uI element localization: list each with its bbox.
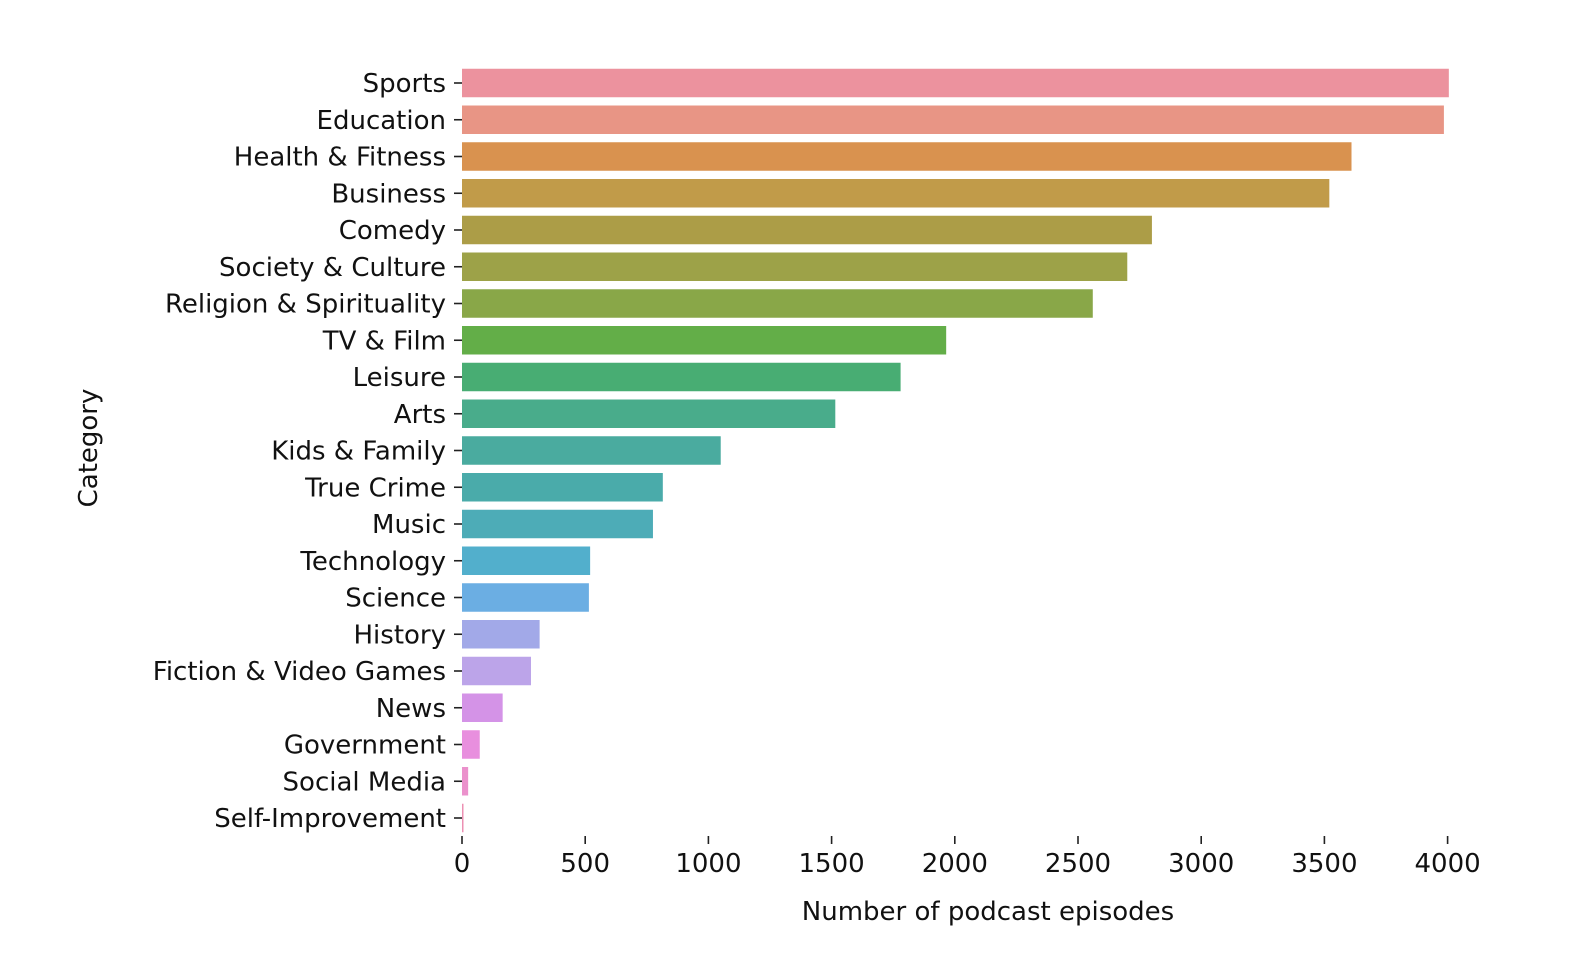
- x-tick-label-0: 0: [454, 849, 471, 879]
- category-label-tv-film: TV & Film: [322, 326, 446, 356]
- bar-technology: [462, 546, 591, 575]
- category-label-music: Music: [372, 510, 446, 540]
- bar-government: [462, 730, 480, 759]
- y-axis-title: Category: [74, 389, 104, 508]
- bar-business: [462, 179, 1330, 208]
- bar-leisure: [462, 362, 901, 392]
- bar-science: [462, 583, 589, 612]
- bar-kids-family: [462, 436, 721, 465]
- bar-comedy: [462, 215, 1152, 245]
- bar-tv-film: [462, 326, 947, 355]
- bar-fiction-video-games: [462, 656, 531, 686]
- x-tick-label-2500: 2500: [1045, 849, 1111, 879]
- category-label-true-crime: True Crime: [304, 473, 446, 503]
- bar-arts: [462, 399, 836, 428]
- category-label-arts: Arts: [394, 400, 446, 430]
- category-label-kids-family: Kids & Family: [271, 437, 446, 467]
- x-tick-label-500: 500: [560, 849, 610, 879]
- x-tick-label-2000: 2000: [922, 849, 988, 879]
- category-label-society-culture: Society & Culture: [219, 253, 446, 283]
- x-tick-label-1500: 1500: [799, 849, 865, 879]
- bar-true-crime: [462, 473, 663, 502]
- category-label-technology: Technology: [299, 547, 446, 577]
- bar-social-media: [462, 767, 469, 796]
- bars-group: [462, 68, 1449, 833]
- category-label-science: Science: [345, 584, 446, 614]
- x-tick-label-3000: 3000: [1168, 849, 1234, 879]
- category-label-business: Business: [331, 179, 446, 209]
- bar-music: [462, 509, 653, 539]
- bar-religion-spirituality: [462, 289, 1093, 318]
- category-label-social-media: Social Media: [283, 767, 446, 797]
- category-label-education: Education: [317, 106, 446, 136]
- category-label-government: Government: [284, 731, 446, 761]
- bar-health-fitness: [462, 142, 1352, 171]
- category-label-religion-spirituality: Religion & Spirituality: [165, 290, 446, 320]
- x-tick-label-4000: 4000: [1415, 849, 1481, 879]
- category-label-comedy: Comedy: [339, 216, 446, 246]
- bar-society-culture: [462, 252, 1128, 281]
- category-label-health-fitness: Health & Fitness: [234, 143, 446, 173]
- bar-history: [462, 620, 540, 649]
- x-tick-label-1000: 1000: [675, 849, 741, 879]
- bar-sports: [462, 68, 1449, 98]
- category-label-history: History: [354, 620, 447, 650]
- category-label-news: News: [376, 694, 446, 724]
- bar-news: [462, 693, 503, 722]
- category-label-fiction-video-games: Fiction & Video Games: [153, 657, 446, 687]
- x-ticks-group: 0 500 1000 1500 2000 2500 3000 3500 4000: [454, 836, 1481, 879]
- category-label-sports: Sports: [363, 69, 446, 99]
- category-label-leisure: Leisure: [353, 363, 446, 393]
- bar-education: [462, 105, 1444, 134]
- category-labels-group: Sports Education Health & Fitness Business C…: [153, 69, 462, 834]
- x-tick-label-3500: 3500: [1291, 849, 1357, 879]
- category-label-self-improvement: Self-Improvement: [214, 804, 446, 834]
- x-axis-title: Number of podcast episodes: [802, 897, 1174, 927]
- bar-self-improvement: [462, 803, 464, 833]
